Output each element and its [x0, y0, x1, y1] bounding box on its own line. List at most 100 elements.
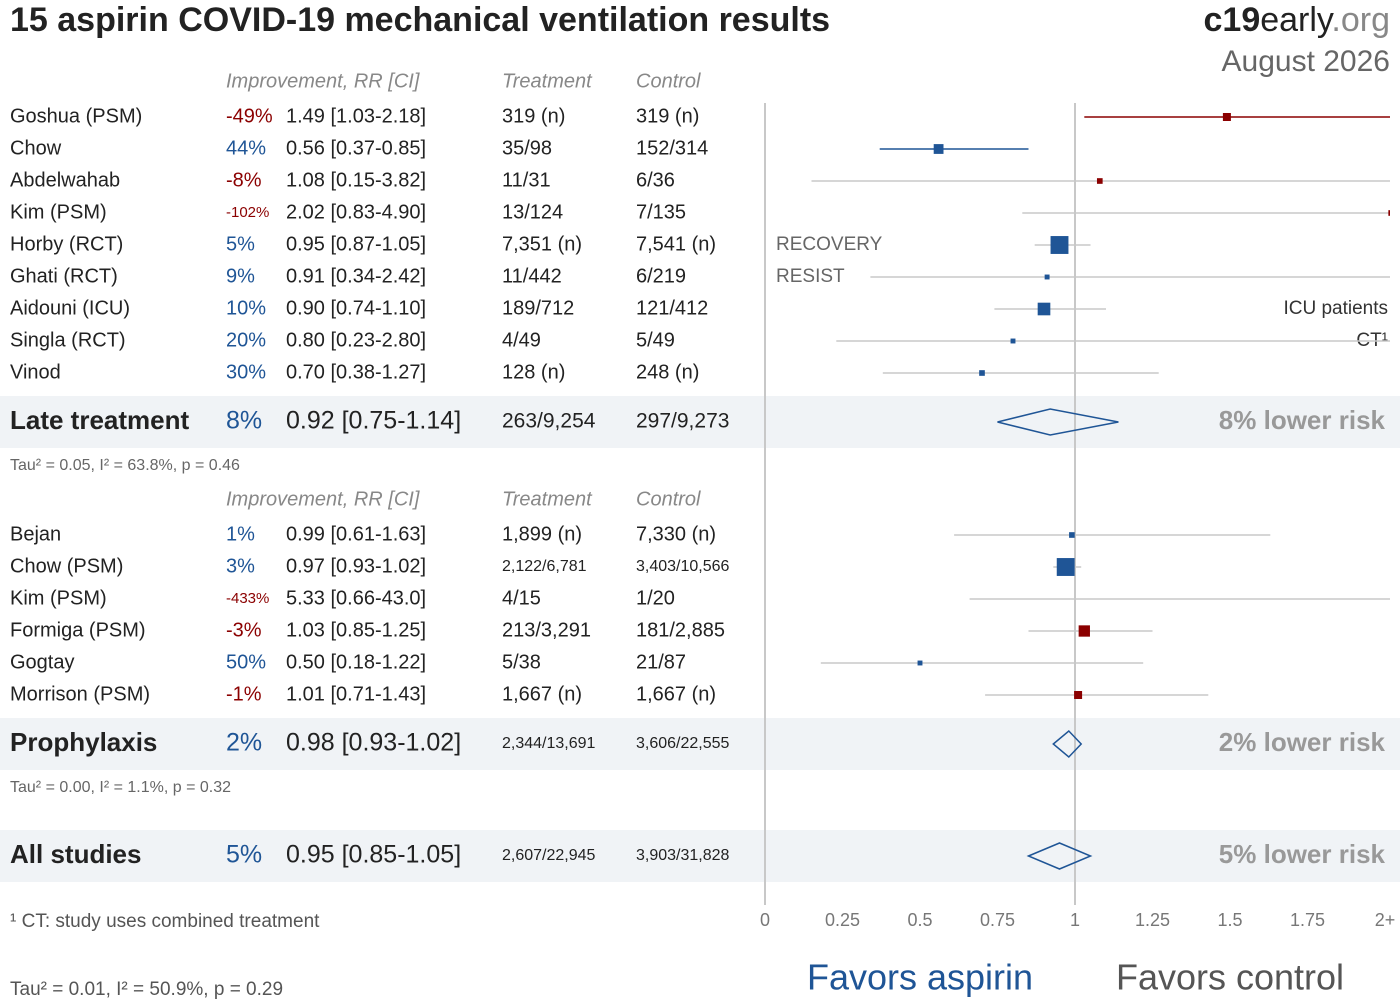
treatment: 11/31 — [502, 169, 551, 191]
control: 319 (n) — [636, 105, 699, 127]
brand-part: early — [1260, 1, 1334, 39]
risk-label: 2% lower risk — [1219, 727, 1386, 757]
improvement: 44% — [226, 137, 266, 159]
rr-ci: 2.02 [0.83-4.90] — [286, 201, 426, 223]
summary-name: All studies — [10, 839, 141, 869]
effect-marker — [917, 660, 923, 666]
study-note: RECOVERY — [776, 234, 883, 255]
brand-part: c19 — [1204, 1, 1261, 39]
improvement: 10% — [226, 297, 266, 319]
rr-ci: 1.01 [0.71-1.43] — [286, 683, 426, 705]
treatment: 263/9,254 — [502, 410, 596, 433]
footnote: ¹ CT: study uses combined treatment — [10, 911, 320, 932]
treatment: 2,344/13,691 — [502, 735, 596, 752]
rr-ci: 0.95 [0.87-1.05] — [286, 233, 426, 255]
treatment: 1,667 (n) — [502, 683, 582, 705]
improvement: 5% — [226, 841, 262, 869]
study-name: Aidouni (ICU) — [10, 297, 130, 319]
rr-ci: 1.08 [0.15-3.82] — [286, 169, 426, 191]
effect-marker — [1388, 210, 1390, 216]
effect-marker — [1037, 302, 1051, 316]
improvement: 8% — [226, 407, 262, 435]
study-name: Singla (RCT) — [10, 329, 126, 351]
column-header: Improvement, RR [CI] — [226, 488, 420, 510]
improvement: -8% — [226, 169, 262, 191]
control: 7,541 (n) — [636, 233, 716, 255]
improvement: -433% — [226, 590, 269, 607]
x-tick-label: 1.25 — [1135, 910, 1170, 930]
treatment: 2,607/22,945 — [502, 847, 596, 864]
effect-marker — [1074, 691, 1083, 699]
improvement: 30% — [226, 361, 266, 383]
study-name: Gogtay — [10, 651, 74, 673]
effect-marker — [1010, 338, 1016, 344]
improvement: -49% — [226, 105, 273, 127]
treatment: 7,351 (n) — [502, 233, 582, 255]
study-note: ICU patients — [1283, 298, 1388, 319]
effect-marker — [979, 370, 985, 376]
risk-label: 5% lower risk — [1219, 839, 1386, 869]
rr-ci: 0.80 [0.23-2.80] — [286, 329, 426, 351]
summary-band — [0, 396, 1400, 448]
rr-ci: 5.33 [0.66-43.0] — [286, 587, 426, 609]
treatment: 1,899 (n) — [502, 523, 582, 545]
treatment: 189/712 — [502, 297, 574, 319]
column-header: Treatment — [502, 70, 593, 92]
favors-label: Favors aspirin — [807, 957, 1033, 998]
treatment: 213/3,291 — [502, 619, 591, 641]
risk-label: 8% lower risk — [1219, 405, 1386, 435]
rr-ci: 1.03 [0.85-1.25] — [286, 619, 426, 641]
control: 1,667 (n) — [636, 683, 716, 705]
study-name: Ghati (RCT) — [10, 265, 118, 287]
rr-ci: 0.56 [0.37-0.85] — [286, 137, 426, 159]
summary-band — [0, 718, 1400, 770]
study-name: Abdelwahab — [10, 169, 120, 191]
effect-marker — [1222, 113, 1231, 121]
improvement: 50% — [226, 651, 266, 673]
rr-ci: 1.49 [1.03-2.18] — [286, 105, 426, 127]
x-tick-label: 2+ — [1375, 910, 1396, 930]
brand: c19early.org — [1204, 1, 1391, 39]
control: 5/49 — [636, 329, 675, 351]
control: 152/314 — [636, 137, 708, 159]
rr-ci: 0.98 [0.93-1.02] — [286, 729, 461, 757]
column-header: Control — [636, 488, 701, 510]
treatment: 11/442 — [502, 265, 562, 287]
summary-band — [0, 830, 1400, 882]
summary-name: Prophylaxis — [10, 727, 157, 757]
x-tick-label: 0.5 — [907, 910, 932, 930]
control: 3,606/22,555 — [636, 735, 730, 752]
study-name: Kim (PSM) — [10, 201, 107, 223]
rr-ci: 0.97 [0.93-1.02] — [286, 555, 426, 577]
x-tick-label: 0 — [760, 910, 770, 930]
study-name: Horby (RCT) — [10, 233, 123, 255]
treatment: 13/124 — [502, 201, 563, 223]
control: 121/412 — [636, 297, 708, 319]
improvement: -102% — [226, 204, 269, 221]
improvement: -3% — [226, 619, 262, 641]
effect-marker — [933, 144, 944, 154]
rr-ci: 0.90 [0.74-1.10] — [286, 297, 426, 319]
effect-marker — [1069, 532, 1075, 538]
improvement: -1% — [226, 683, 262, 705]
treatment: 4/15 — [502, 587, 541, 609]
control: 181/2,885 — [636, 619, 725, 641]
brand-part: .org — [1331, 1, 1390, 39]
control: 297/9,273 — [636, 410, 729, 433]
column-header: Control — [636, 70, 701, 92]
rr-ci: 0.91 [0.34-2.42] — [286, 265, 426, 287]
column-header: Improvement, RR [CI] — [226, 70, 420, 92]
improvement: 2% — [226, 729, 262, 757]
control: 7/135 — [636, 201, 686, 223]
summary-name: Late treatment — [10, 405, 189, 435]
rr-ci: 0.92 [0.75-1.14] — [286, 407, 461, 435]
treatment: 2,122/6,781 — [502, 558, 587, 575]
study-name: Kim (PSM) — [10, 587, 107, 609]
study-name: Goshua (PSM) — [10, 105, 142, 127]
effect-marker — [1056, 558, 1075, 576]
summary-diamond — [997, 408, 1119, 436]
treatment: 128 (n) — [502, 361, 565, 383]
improvement: 9% — [226, 265, 255, 287]
column-header: Treatment — [502, 488, 593, 510]
